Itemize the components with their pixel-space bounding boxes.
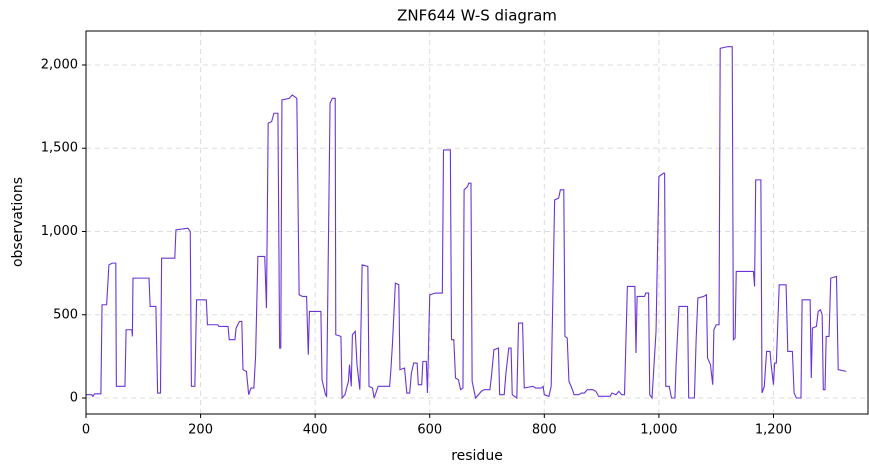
y-tick-label: 2,000 xyxy=(41,57,78,72)
x-axis-label: residue xyxy=(451,448,503,464)
x-tick-label: 1,200 xyxy=(755,423,792,438)
y-tick-label: 1,500 xyxy=(41,141,78,156)
x-tick-label: 600 xyxy=(417,423,442,438)
x-tick-label: 400 xyxy=(303,423,328,438)
plot-frame xyxy=(85,30,869,415)
y-tick-label: 0 xyxy=(70,391,78,406)
y-tick-label: 1,000 xyxy=(41,224,78,239)
x-tick-label: 1,000 xyxy=(640,423,677,438)
chart-title: ZNF644 W-S diagram xyxy=(397,7,557,25)
x-tick-label: 200 xyxy=(188,423,213,438)
y-axis-label: observations xyxy=(10,177,26,267)
y-tick-label: 500 xyxy=(53,307,78,322)
data-line xyxy=(86,46,847,400)
x-tick-label: 0 xyxy=(82,423,90,438)
grid xyxy=(85,31,868,414)
x-tick-label: 800 xyxy=(532,423,557,438)
plot xyxy=(86,46,847,400)
